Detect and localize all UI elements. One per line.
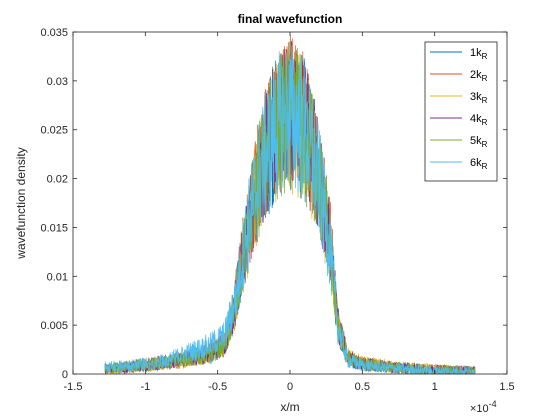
y-tick-label: 0.005: [40, 320, 68, 332]
x-exponent-base: ×10: [470, 403, 489, 415]
x-tick-label: 0: [287, 381, 293, 393]
y-tick-label: 0: [62, 369, 68, 381]
legend-label-main: 1k: [470, 47, 482, 59]
y-tick-label: 0.01: [47, 271, 68, 283]
x-tick-label: 1: [432, 381, 438, 393]
series-line-6: [104, 45, 476, 375]
y-tick-label: 0.025: [40, 125, 68, 137]
chart-title: final wavefunction: [238, 12, 343, 26]
x-tick-label: -1.5: [64, 381, 83, 393]
legend-label-sub: R: [482, 140, 488, 149]
legend-label-sub: R: [482, 74, 488, 83]
y-axis: 0 0.005 0.01 0.015 0.02 0.025 0.03 0.035: [40, 27, 507, 381]
legend-label-main: 3k: [470, 91, 482, 103]
legend-label: 2kR: [470, 69, 488, 83]
x-tick-label: -1: [140, 381, 150, 393]
x-tick-label: 1.5: [499, 381, 514, 393]
legend-label-sub: R: [482, 96, 488, 105]
legend-label: 1kR: [470, 47, 488, 61]
y-axis-label: wavefunction density: [14, 147, 28, 259]
x-exponent: ×10-4: [470, 399, 497, 415]
x-tick-label: -0.5: [208, 381, 227, 393]
series-layer: [104, 34, 476, 375]
x-tick-label: 0.5: [355, 381, 370, 393]
x-exponent-power: -4: [489, 399, 497, 409]
legend-label: 6kR: [470, 157, 488, 171]
x-axis-label: x/m: [280, 400, 299, 414]
legend-label-main: 4k: [470, 113, 482, 125]
legend-label-sub: R: [482, 52, 488, 61]
legend-label: 3kR: [470, 91, 488, 105]
y-tick-label: 0.015: [40, 222, 68, 234]
y-tick-label: 0.035: [40, 27, 68, 39]
legend-label-main: 5k: [470, 135, 482, 147]
legend-box: [424, 41, 498, 182]
y-tick-label: 0.02: [47, 174, 68, 186]
legend-label-main: 6k: [470, 157, 482, 169]
legend-label-main: 2k: [470, 69, 482, 81]
legend-label: 5kR: [470, 135, 488, 149]
legend-label-sub: R: [482, 162, 488, 171]
y-tick-label: 0.03: [47, 76, 68, 88]
x-axis: -1.5 -1 -0.5 0 0.5 1 1.5: [64, 32, 515, 393]
legend-label: 4kR: [470, 113, 488, 127]
legend-label-sub: R: [482, 118, 488, 127]
